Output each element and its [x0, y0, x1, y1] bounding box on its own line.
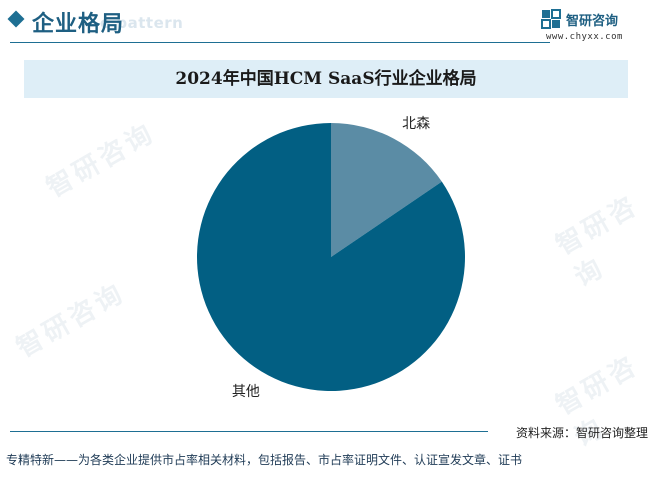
- footer-text: 专精特新——为各类企业提供市占率相关材料，包括报告、市占率证明文件、认证宣发文章…: [6, 453, 523, 467]
- brand-name: 智研咨询: [566, 14, 619, 29]
- pie-slice-1: [196, 123, 465, 391]
- pie-slice-label-1: 其他: [231, 384, 260, 401]
- brand-logo-icon: [541, 9, 561, 29]
- page-title: 企业格局: [32, 12, 125, 37]
- page-header: e pattern 企业格局 智研咨询 www.chyxx.com: [0, 0, 660, 46]
- pie-slice-0: [331, 123, 442, 257]
- source-divider: [10, 431, 488, 432]
- chart-title: 2024年中国HCM SaaS行业企业格局: [175, 69, 477, 89]
- brand-url: www.chyxx.com: [546, 32, 623, 42]
- header-ghost-text: e pattern: [100, 14, 184, 32]
- pie-chart: [196, 123, 465, 391]
- chart-title-band: 2024年中国HCM SaaS行业企业格局: [24, 60, 628, 98]
- source-note: 资料来源：智研咨询整理: [515, 426, 648, 440]
- header-divider: [10, 42, 550, 43]
- diamond-icon: [7, 10, 25, 28]
- brand-block: 智研咨询 www.chyxx.com: [540, 8, 650, 44]
- pie-slice-label-0: 北森: [402, 115, 431, 132]
